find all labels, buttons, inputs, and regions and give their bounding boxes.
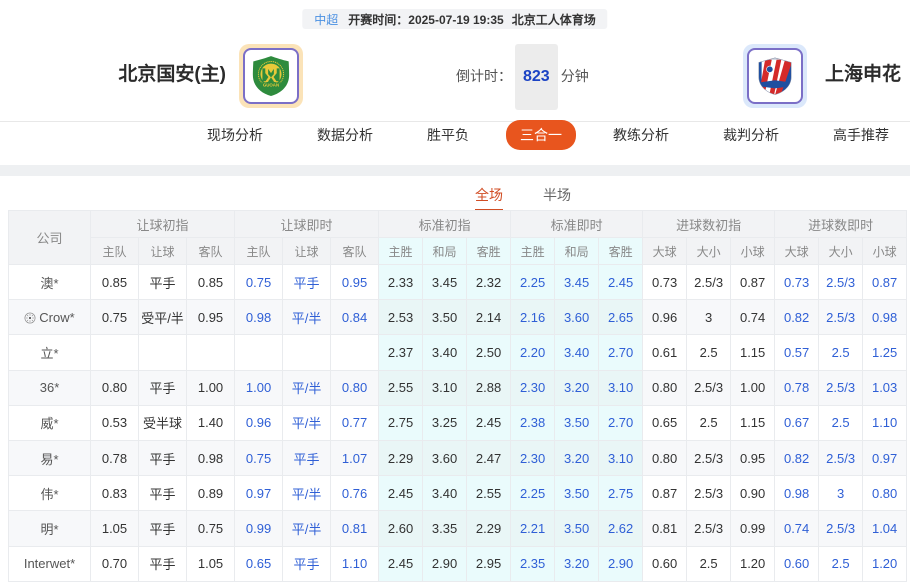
svg-text:GUOAN: GUOAN — [263, 83, 279, 88]
